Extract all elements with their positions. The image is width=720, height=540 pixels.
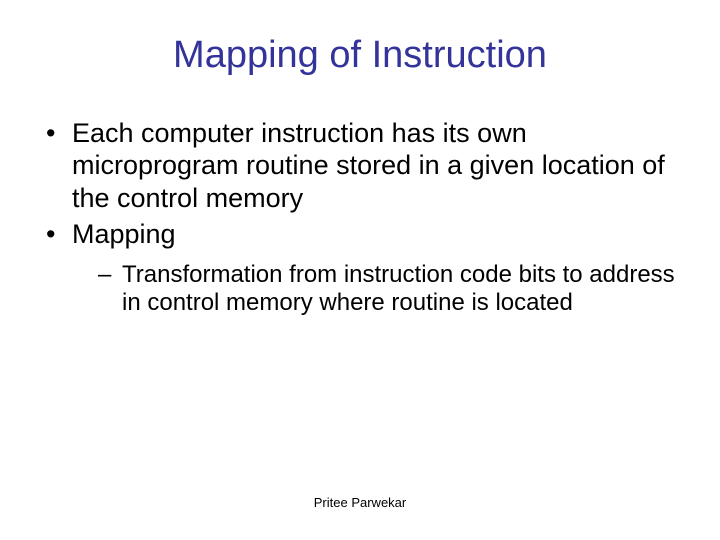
bullet-list: Each computer instruction has its own mi…	[44, 117, 680, 318]
slide-footer: Pritee Parwekar	[0, 495, 720, 510]
bullet-item: Each computer instruction has its own mi…	[44, 117, 680, 214]
bullet-text: Each computer instruction has its own mi…	[72, 118, 665, 213]
subbullet-item: Transformation from instruction code bit…	[98, 261, 680, 319]
bullet-text: Mapping	[72, 219, 176, 249]
slide-title: Mapping of Instruction	[40, 34, 680, 77]
bullet-item: Mapping Transformation from instruction …	[44, 218, 680, 318]
slide: Mapping of Instruction Each computer ins…	[0, 0, 720, 540]
subbullet-text: Transformation from instruction code bit…	[122, 261, 675, 317]
subbullet-list: Transformation from instruction code bit…	[98, 261, 680, 319]
